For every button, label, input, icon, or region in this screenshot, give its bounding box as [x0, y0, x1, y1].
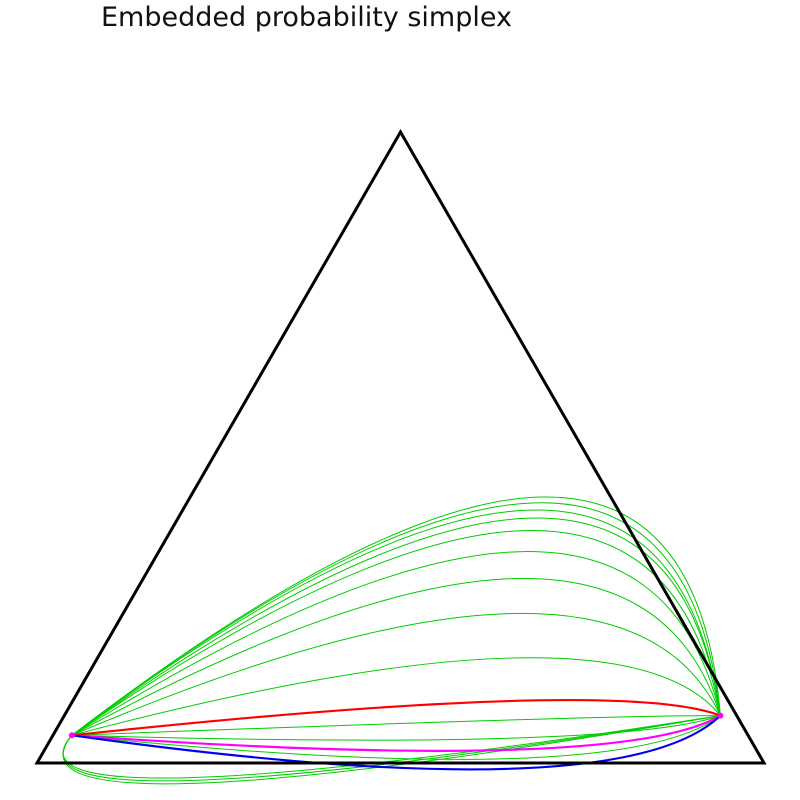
- curve-11: [71, 715, 721, 736]
- curve-5: [71, 529, 721, 736]
- curve-6: [71, 551, 721, 736]
- curve-18: [62, 715, 721, 785]
- curve-14: [71, 715, 721, 760]
- curve-7: [71, 577, 721, 736]
- endpoint-start-marker: [68, 732, 75, 739]
- curve-10: [71, 698, 721, 737]
- curve-2: [71, 502, 721, 736]
- simplex-triangle: [34, 128, 767, 765]
- endpoint-end-marker: [717, 712, 724, 719]
- curve-9: [71, 657, 721, 736]
- endpoint-markers: [68, 712, 724, 739]
- curve-8: [71, 612, 721, 736]
- curve-17: [62, 715, 721, 782]
- curve-4: [71, 517, 721, 736]
- chart-title: Embedded probability simplex: [101, 2, 512, 33]
- curve-3: [71, 509, 721, 736]
- curve-1: [71, 496, 721, 736]
- curve-16: [62, 715, 721, 779]
- curve-15: [71, 714, 722, 771]
- curve-12: [71, 715, 721, 741]
- curves-layer: [62, 496, 722, 785]
- curve-13: [71, 714, 721, 752]
